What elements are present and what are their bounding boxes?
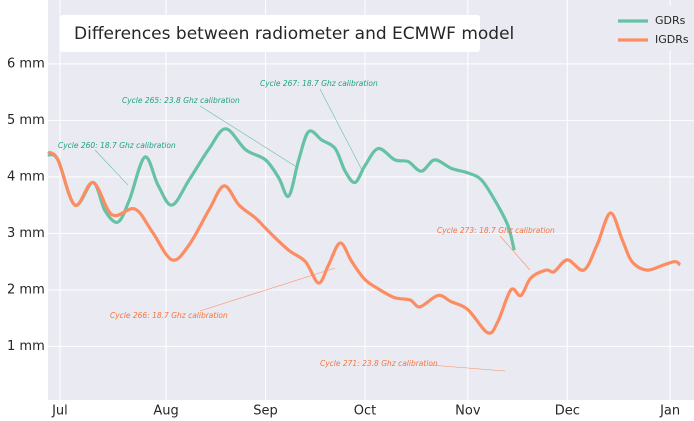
legend-label: IGDRs <box>655 33 689 46</box>
x-tick-label: Jul <box>51 404 68 419</box>
x-tick-label: Oct <box>354 404 376 419</box>
connector <box>319 88 363 171</box>
x-tick-label: Dec <box>555 404 580 419</box>
x-tick-label: Jan <box>659 404 680 419</box>
annotation-connectors <box>94 88 531 372</box>
legend-label: GDRs <box>655 14 686 27</box>
annotation: Cycle 267: 18.7 Ghz calibration <box>260 79 378 88</box>
annotation: Cycle 271: 23.8 Ghz calibration <box>320 359 438 368</box>
y-tick-label: 5 mm <box>7 113 45 128</box>
series-line <box>47 127 516 251</box>
y-tick-label: 1 mm <box>7 339 45 354</box>
y-tick-label: 6 mm <box>7 56 45 71</box>
connector <box>199 105 296 167</box>
y-tick-label: 3 mm <box>7 226 45 241</box>
y-tick-label: 2 mm <box>7 282 45 297</box>
annotation: Cycle 266: 18.7 Ghz calibration <box>110 311 228 320</box>
x-tick-label: Sep <box>253 404 278 419</box>
series-line <box>47 150 682 335</box>
chart-title: Differences between radiometer and ECMWF… <box>74 24 514 44</box>
connector <box>429 364 506 372</box>
annotation: Cycle 273: 18.7 Ghz calibration <box>437 226 555 235</box>
connector <box>499 235 531 271</box>
x-tick-label: Aug <box>153 404 178 419</box>
annotation: Cycle 260: 18.7 Ghz calibration <box>58 141 176 150</box>
title-box <box>60 15 480 52</box>
x-tick-label: Nov <box>455 404 481 419</box>
y-tick-label: 4 mm <box>7 169 45 184</box>
plot-area <box>48 0 694 400</box>
connector <box>94 149 129 186</box>
annotation: Cycle 265: 23.8 Ghz calibration <box>122 96 240 105</box>
connector <box>199 267 336 312</box>
